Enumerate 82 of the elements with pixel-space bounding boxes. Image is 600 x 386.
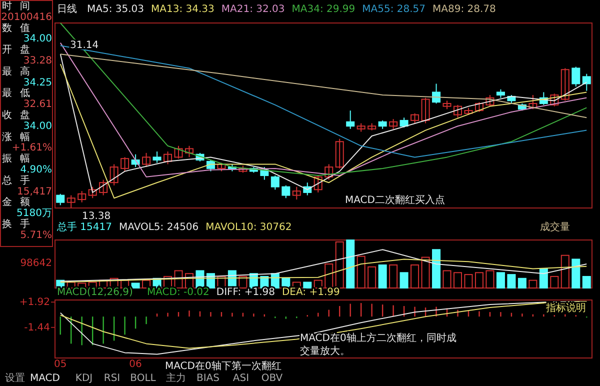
text: 总手	[1, 174, 38, 186]
text: DEA: +1.99	[282, 287, 340, 298]
bar	[131, 282, 140, 288]
bar	[453, 272, 462, 288]
text: 20100416	[1, 12, 52, 23]
bar	[518, 278, 526, 288]
bar	[442, 270, 452, 288]
annotation: MACD(12,26,9)	[57, 287, 134, 298]
text: MA5: 35.03	[87, 4, 144, 15]
text: +1.61%	[12, 142, 52, 154]
bar	[421, 256, 430, 288]
text: 涨幅	[2, 130, 38, 143]
text: BIAS	[196, 373, 220, 384]
text: MAVOL5: 24506	[119, 222, 199, 233]
y-tick-label: -1.44	[24, 322, 50, 334]
bar	[378, 264, 387, 288]
text: 13.38	[82, 211, 111, 222]
text: 数值	[2, 22, 38, 34]
annotation: MACD二次翻红买入点	[345, 194, 445, 206]
text: MAVOL10: 30762	[206, 222, 292, 233]
text: MA55: 28.57	[362, 4, 426, 15]
text: MA13: 34.33	[151, 4, 214, 15]
text: BOLL	[130, 373, 156, 384]
bar	[528, 280, 538, 288]
bar	[496, 272, 505, 288]
text: 最低	[2, 88, 38, 100]
bar	[368, 266, 376, 288]
text: DIFF: +1.98	[216, 287, 275, 298]
text: 15,417	[17, 186, 52, 198]
annotation: 指标说明	[545, 302, 586, 314]
bar	[572, 258, 580, 288]
text: 33.28	[23, 56, 52, 66]
bar	[410, 264, 420, 288]
x-tick-label: 05	[54, 359, 67, 370]
text: 设置	[5, 372, 25, 384]
bar	[486, 270, 494, 288]
text: 振幅	[2, 152, 38, 165]
annotation: MACD在0轴上方二次翻红，同时成交量放大。	[300, 332, 456, 357]
text: 34.00	[23, 34, 52, 45]
series-label: MACD: -0.02	[147, 287, 210, 298]
text: 34.25	[23, 77, 52, 88]
text: 4.90%	[20, 164, 52, 176]
bar	[432, 249, 441, 288]
text: 主力	[166, 372, 186, 384]
bar	[507, 274, 516, 288]
text: KDJ	[75, 373, 93, 384]
bar	[356, 256, 366, 288]
text: RSI	[104, 373, 120, 384]
text: MA34: 29.99	[292, 4, 356, 15]
bar	[464, 274, 473, 288]
bar	[582, 276, 591, 288]
text: MA21: 32.03	[221, 4, 285, 15]
bar	[335, 241, 344, 288]
x-tick-label: 06	[129, 359, 142, 370]
bar	[389, 264, 398, 288]
bar	[400, 272, 408, 288]
text: 开盘	[2, 44, 38, 56]
text: 34.00	[23, 120, 52, 132]
bar	[560, 254, 570, 288]
text: ASI	[232, 373, 250, 384]
bar	[539, 268, 548, 288]
text: 日线	[57, 3, 77, 15]
bar	[474, 272, 484, 288]
text: MA89: 28.78	[432, 4, 496, 15]
text: 32.61	[23, 99, 52, 110]
text: 总手 15417	[56, 221, 112, 233]
text: 最高	[2, 65, 38, 78]
y-tick-label: +1.92	[19, 297, 50, 308]
text: 成交量	[540, 221, 570, 233]
text: OBV	[261, 373, 283, 384]
bar	[303, 282, 312, 288]
text: 时间	[2, 0, 38, 12]
text: 收盘	[2, 109, 38, 121]
text: MACD	[30, 373, 60, 384]
text: MACD在0轴下第一次翻红	[165, 360, 282, 372]
text: 换手	[2, 218, 38, 230]
bar	[346, 240, 355, 288]
bar	[550, 276, 559, 288]
text: 金额	[2, 196, 38, 208]
text: 5.71%	[20, 230, 52, 241]
text: 5180万	[16, 208, 52, 220]
text: 98642	[20, 258, 52, 269]
